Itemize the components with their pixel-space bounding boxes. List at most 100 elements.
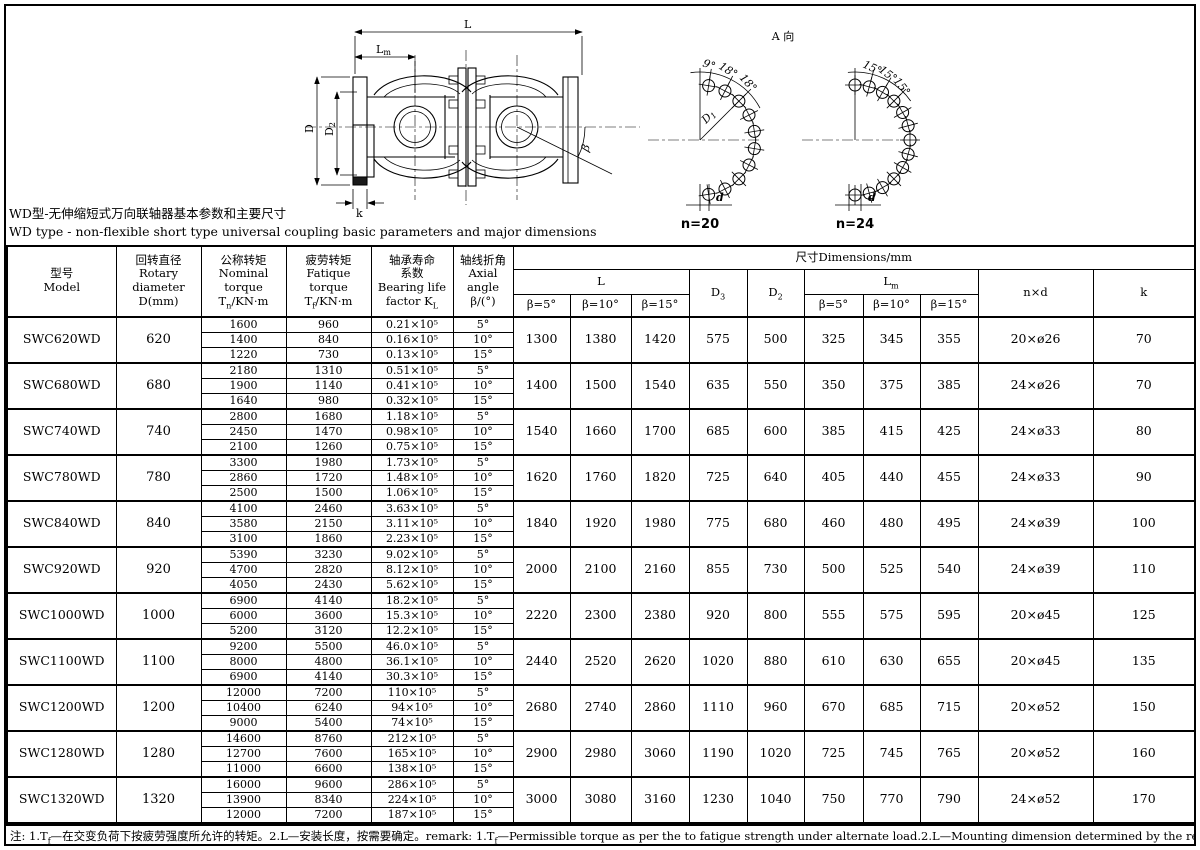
header-dimensions: 尺寸Dimensions/mm	[512, 245, 1196, 270]
Lm-beta10-cell: 480	[862, 499, 921, 547]
nxd-cell: 20×ø52	[977, 729, 1094, 777]
spec-row: 13900 8340 224×10⁵ 10°	[7, 791, 1195, 808]
axial-angle-cell: 5°	[452, 315, 514, 333]
header-Lm-beta10: β=10°	[862, 294, 921, 317]
bearing-life-cell: 286×10⁵	[370, 775, 454, 793]
Lm-beta5-cell: 325	[803, 315, 864, 363]
beta-label: β	[578, 143, 593, 154]
nominal-torque-cell: 2100	[200, 438, 287, 455]
spec-row: SWC780WD 780 3300 1980 1.73×10⁵ 5° 1620 1760 182…	[6, 453, 1196, 501]
rotary-diameter-cell: 920	[115, 545, 202, 593]
nominal-torque-cell: 12700	[200, 745, 287, 762]
Lm-beta5-cell: 385	[803, 407, 864, 455]
nominal-torque-cell: 2180	[200, 361, 287, 379]
Lm-beta10-cell: 745	[862, 729, 921, 777]
Lm-beta15-cell: 455	[919, 453, 979, 501]
model-cell: SWC920WD	[6, 545, 117, 593]
nominal-torque-cell: 12000	[200, 683, 287, 701]
Lm-beta5-cell: 500	[803, 545, 864, 593]
nxd-cell: 20×ø52	[977, 683, 1094, 731]
fatigue-torque-cell: 2460	[285, 499, 372, 517]
bearing-life-cell: 1.73×10⁵	[370, 453, 454, 471]
nominal-torque-cell: 2860	[200, 469, 287, 486]
fatigue-torque-cell: 960	[285, 315, 372, 333]
dim-D2-label: D2	[323, 122, 337, 136]
L-beta5-cell: 3000	[512, 775, 571, 823]
axial-angle-cell: 5°	[452, 775, 514, 793]
nominal-torque-cell: 3580	[200, 515, 287, 532]
bearing-life-cell: 165×10⁵	[370, 745, 454, 762]
title-block: WD型-无伸缩短式万向联轴器基本参数和主要尺寸 WD type - non-fl…	[9, 205, 597, 241]
dim-d-label: d	[716, 191, 724, 204]
D2-cell: 1020	[746, 729, 805, 777]
axial-angle-cell: 15°	[452, 392, 514, 409]
D2-cell: 730	[746, 545, 805, 593]
spec-row: SWC1320WD 1320 16000 9600 286×10⁵ 5° 3000 3080 3…	[6, 775, 1196, 823]
header-Lm: Lm	[803, 269, 979, 295]
spec-row: 8000 4800 36.1×10⁵ 10°	[7, 653, 1195, 670]
k-cell: 150	[1092, 683, 1196, 731]
L-beta15-cell: 1980	[630, 499, 690, 547]
axial-angle-cell: 5°	[452, 453, 514, 471]
fatigue-torque-cell: 7600	[285, 745, 372, 762]
axial-angle-cell: 10°	[452, 515, 514, 532]
axial-angle-cell: 10°	[452, 331, 514, 348]
header-L-beta10: β=10°	[569, 294, 632, 317]
model-cell: SWC840WD	[6, 499, 117, 547]
bearing-life-cell: 46.0×10⁵	[370, 637, 454, 655]
header-nominal-torque: 公称转矩 Nominal torque Tn/KN·m	[200, 245, 287, 317]
nominal-torque-cell: 2800	[200, 407, 287, 425]
nominal-torque-cell: 8000	[200, 653, 287, 670]
nominal-torque-cell: 16000	[200, 775, 287, 793]
k-cell: 125	[1092, 591, 1196, 639]
nxd-cell: 20×ø45	[977, 637, 1094, 685]
footer-note: 注: 1.Tf—在交变负荷下按疲劳强度所允许的转矩。2.L—安装长度，按需要确定…	[6, 824, 1194, 844]
bolt-count-label: n=20	[681, 217, 719, 232]
header-L: L	[512, 269, 690, 295]
spec-row: 3580 2150 3.11×10⁵ 10°	[7, 515, 1195, 532]
rotary-diameter-cell: 1000	[115, 591, 202, 639]
bearing-life-cell: 0.51×10⁵	[370, 361, 454, 379]
D2-cell: 960	[746, 683, 805, 731]
bearing-life-cell: 0.13×10⁵	[370, 346, 454, 363]
bearing-life-cell: 94×10⁵	[370, 699, 454, 716]
fatigue-torque-cell: 5500	[285, 637, 372, 655]
L-beta15-cell: 2160	[630, 545, 690, 593]
D3-cell: 1230	[688, 775, 748, 823]
nominal-torque-cell: 6900	[200, 591, 287, 609]
axial-angle-cell: 5°	[452, 591, 514, 609]
nominal-torque-cell: 11000	[200, 760, 287, 777]
fatigue-torque-cell: 2430	[285, 576, 372, 593]
L-beta10-cell: 2980	[569, 729, 632, 777]
nominal-torque-cell: 6000	[200, 607, 287, 624]
rotary-diameter-cell: 1320	[115, 775, 202, 823]
nominal-torque-cell: 13900	[200, 791, 287, 808]
model-cell: SWC680WD	[6, 361, 117, 409]
L-beta15-cell: 1540	[630, 361, 690, 409]
k-cell: 135	[1092, 637, 1196, 685]
nominal-torque-cell: 4700	[200, 561, 287, 578]
bearing-life-cell: 30.3×10⁵	[370, 668, 454, 685]
L-beta15-cell: 3060	[630, 729, 690, 777]
fatigue-torque-cell: 730	[285, 346, 372, 363]
nominal-torque-cell: 14600	[200, 729, 287, 747]
Lm-beta10-cell: 345	[862, 315, 921, 363]
axial-angle-cell: 10°	[452, 561, 514, 578]
D2-cell: 680	[746, 499, 805, 547]
rotary-diameter-cell: 840	[115, 499, 202, 547]
angle-label: 18°	[716, 60, 739, 81]
dim-D-label: D	[303, 124, 316, 133]
rotary-diameter-cell: 680	[115, 361, 202, 409]
spec-row: 2860 1720 1.48×10⁵ 10°	[7, 469, 1195, 486]
fatigue-torque-cell: 980	[285, 392, 372, 409]
Lm-beta15-cell: 655	[919, 637, 979, 685]
D3-cell: 725	[688, 453, 748, 501]
axial-angle-cell: 10°	[452, 607, 514, 624]
Lm-beta10-cell: 375	[862, 361, 921, 409]
angle-label: 18°	[737, 71, 760, 94]
D3-cell: 685	[688, 407, 748, 455]
bearing-life-cell: 18.2×10⁵	[370, 591, 454, 609]
spec-row: 2450 1470 0.98×10⁵ 10°	[7, 423, 1195, 440]
header-D2: D2	[746, 269, 805, 317]
